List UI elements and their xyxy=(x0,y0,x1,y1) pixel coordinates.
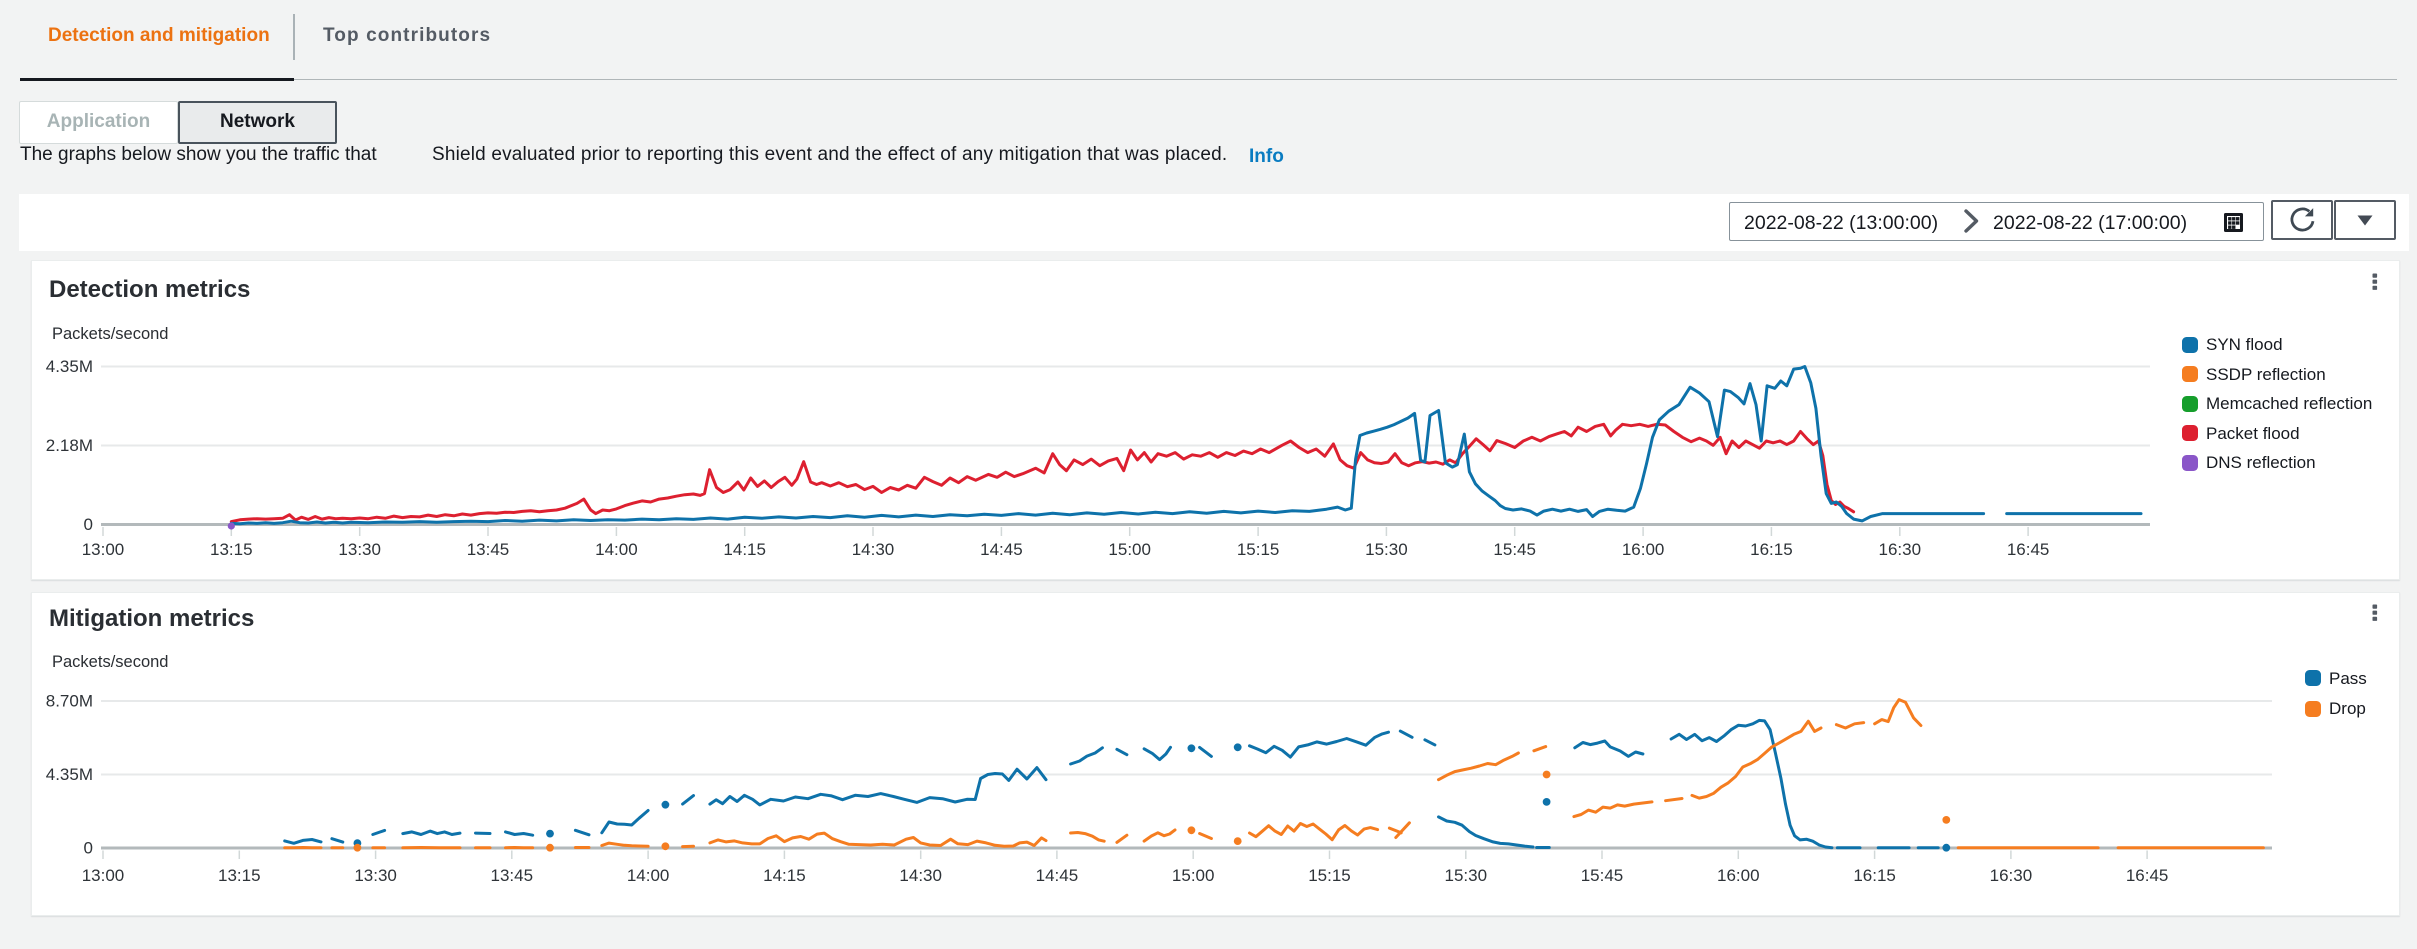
svg-text:13:30: 13:30 xyxy=(354,866,397,885)
svg-text:16:15: 16:15 xyxy=(1853,866,1896,885)
svg-text:15:30: 15:30 xyxy=(1365,540,1408,559)
svg-text:0: 0 xyxy=(84,515,93,534)
svg-text:16:30: 16:30 xyxy=(1990,866,2033,885)
svg-text:13:15: 13:15 xyxy=(210,540,253,559)
svg-text:15:45: 15:45 xyxy=(1581,866,1624,885)
svg-text:13:00: 13:00 xyxy=(82,540,125,559)
svg-text:16:15: 16:15 xyxy=(1750,540,1793,559)
svg-text:14:00: 14:00 xyxy=(595,540,638,559)
svg-text:16:45: 16:45 xyxy=(2007,540,2050,559)
svg-text:14:30: 14:30 xyxy=(899,866,942,885)
svg-text:15:15: 15:15 xyxy=(1237,540,1280,559)
svg-text:4.35M: 4.35M xyxy=(46,765,93,784)
svg-text:14:15: 14:15 xyxy=(723,540,766,559)
svg-text:13:45: 13:45 xyxy=(467,540,510,559)
svg-text:16:00: 16:00 xyxy=(1717,866,1760,885)
svg-text:8.70M: 8.70M xyxy=(46,692,93,711)
svg-text:13:30: 13:30 xyxy=(338,540,381,559)
svg-text:13:00: 13:00 xyxy=(82,866,125,885)
svg-text:16:00: 16:00 xyxy=(1622,540,1665,559)
svg-text:14:15: 14:15 xyxy=(763,866,806,885)
svg-text:0: 0 xyxy=(84,839,93,858)
svg-text:14:45: 14:45 xyxy=(1036,866,1079,885)
svg-text:16:45: 16:45 xyxy=(2126,866,2169,885)
svg-text:15:00: 15:00 xyxy=(1172,866,1215,885)
svg-text:13:45: 13:45 xyxy=(491,866,534,885)
svg-text:15:45: 15:45 xyxy=(1493,540,1536,559)
svg-text:14:30: 14:30 xyxy=(852,540,895,559)
svg-text:14:00: 14:00 xyxy=(627,866,670,885)
svg-text:14:45: 14:45 xyxy=(980,540,1023,559)
svg-text:15:00: 15:00 xyxy=(1108,540,1151,559)
svg-text:2.18M: 2.18M xyxy=(46,436,93,455)
svg-text:15:30: 15:30 xyxy=(1445,866,1488,885)
svg-text:4.35M: 4.35M xyxy=(46,357,93,376)
svg-text:15:15: 15:15 xyxy=(1308,866,1351,885)
svg-text:16:30: 16:30 xyxy=(1879,540,1922,559)
svg-text:13:15: 13:15 xyxy=(218,866,261,885)
